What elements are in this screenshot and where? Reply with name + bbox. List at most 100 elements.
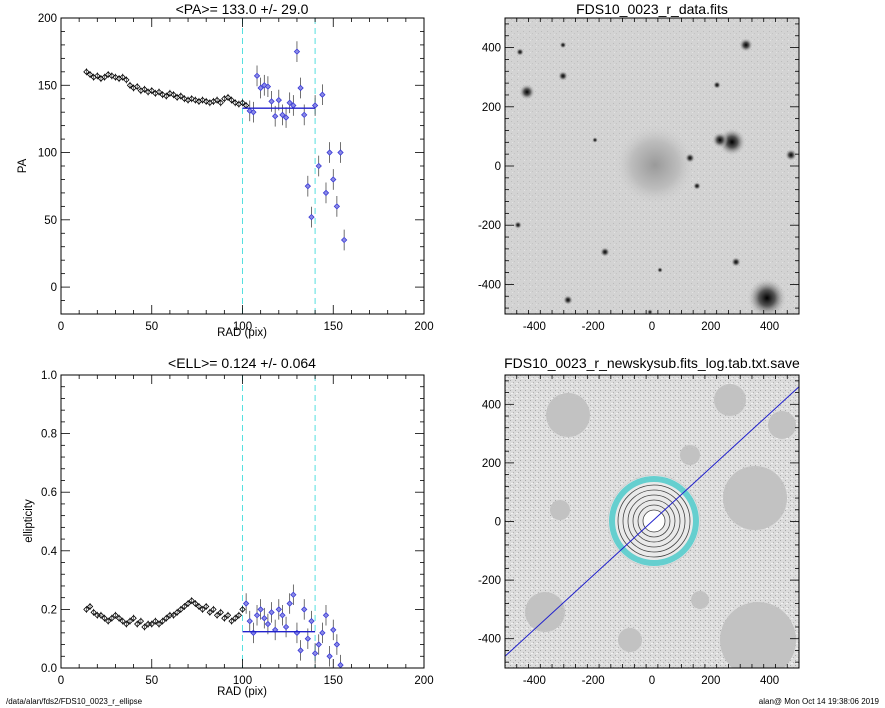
pa-point bbox=[272, 113, 279, 120]
pa-xtick-label: 100 bbox=[233, 321, 252, 333]
ell-point bbox=[290, 591, 297, 598]
pa-point bbox=[105, 71, 112, 78]
pa-point bbox=[232, 99, 239, 106]
pa-point bbox=[166, 90, 174, 97]
ell-point bbox=[206, 609, 213, 616]
ell-point bbox=[105, 617, 112, 625]
ell-xtick-label: 100 bbox=[233, 675, 252, 687]
pa-xtick-label: 150 bbox=[324, 321, 343, 333]
img2-xtick-label: 0 bbox=[649, 675, 655, 687]
pa-point bbox=[159, 91, 166, 98]
ell-point bbox=[101, 615, 108, 622]
ell-point bbox=[97, 612, 105, 619]
ell-xtick-label: 50 bbox=[145, 675, 158, 687]
pa-point bbox=[286, 99, 293, 106]
ell-point bbox=[90, 609, 97, 616]
img1-ytick-label: -400 bbox=[478, 279, 501, 291]
ell-point bbox=[326, 653, 333, 660]
ell-point bbox=[268, 609, 275, 616]
pa-point bbox=[108, 72, 115, 80]
pa-point bbox=[217, 99, 224, 106]
pa-panel-title: <PA>= 133.0 +/- 29.0 bbox=[176, 1, 309, 17]
img1-ytick-label: 200 bbox=[482, 102, 501, 114]
footer-timestamp: alan@ Mon Oct 14 19:38:06 2019 bbox=[758, 697, 879, 706]
pa-xtick-label: 50 bbox=[145, 321, 158, 333]
pa-ytick-label: 50 bbox=[44, 215, 57, 227]
pa-point bbox=[199, 96, 206, 104]
ell-point bbox=[115, 615, 123, 622]
ell-panel-title: <ELL>= 0.124 +/- 0.064 bbox=[168, 355, 316, 371]
pa-point bbox=[330, 176, 337, 183]
ell-ytick-label: 0.2 bbox=[41, 604, 57, 616]
pa-point bbox=[148, 87, 155, 94]
ell-point bbox=[319, 629, 326, 637]
ell-point bbox=[213, 612, 221, 619]
ell-point bbox=[221, 615, 228, 622]
img2-xtick-label: -400 bbox=[523, 675, 546, 687]
pa-point bbox=[257, 84, 264, 92]
model-image-title: FDS10_0023_r_newskysub.fits_log.tab.txt.… bbox=[504, 355, 800, 371]
ell-ytick-label: 0.4 bbox=[41, 546, 58, 558]
img1-xtick-label: 0 bbox=[649, 321, 655, 333]
pa-point bbox=[293, 48, 301, 55]
ell-ytick-label: 0.0 bbox=[41, 663, 57, 675]
img1-plot: -400 -200 0 200 400 -400 -200 0 200 400 bbox=[478, 17, 800, 333]
pa-point bbox=[264, 83, 272, 90]
ell-point bbox=[286, 600, 293, 607]
ell-point bbox=[261, 615, 268, 622]
ell-point bbox=[126, 617, 134, 625]
pa-ylabel: PA bbox=[17, 158, 29, 173]
pa-point bbox=[311, 102, 319, 109]
pa-point bbox=[326, 149, 333, 156]
ell-point bbox=[232, 615, 239, 622]
ell-point bbox=[130, 615, 137, 622]
ell-point bbox=[137, 617, 145, 625]
pa-ytick-label: 0 bbox=[51, 282, 57, 294]
pa-point bbox=[268, 98, 275, 105]
ell-point bbox=[297, 647, 304, 654]
img2-ytick-label: -200 bbox=[478, 575, 501, 587]
ell-xtick-label: 150 bbox=[324, 675, 343, 687]
img2-plot: -400 -200 0 200 400 -400 -200 0 200 400 bbox=[478, 374, 800, 687]
pa-point bbox=[282, 114, 290, 121]
pa-ytick-label: 200 bbox=[38, 13, 57, 25]
pa-point bbox=[155, 88, 163, 96]
ell-point bbox=[239, 606, 246, 613]
ell-point bbox=[134, 620, 141, 628]
img2-ytick-label: 400 bbox=[482, 399, 501, 411]
ell-point bbox=[163, 615, 170, 622]
ell-point bbox=[315, 641, 322, 648]
pa-point bbox=[123, 76, 130, 84]
ell-point bbox=[246, 617, 253, 625]
pa-point bbox=[213, 96, 221, 104]
pa-point bbox=[112, 74, 119, 81]
pa-point bbox=[177, 92, 184, 100]
pa-point bbox=[192, 96, 199, 104]
ell-point bbox=[333, 641, 341, 648]
pa-point bbox=[126, 82, 134, 89]
ell-xtick-label: 0 bbox=[58, 675, 64, 687]
data-image bbox=[505, 18, 799, 314]
ell-point bbox=[304, 635, 312, 642]
ell-point bbox=[192, 600, 199, 607]
ell-xlabel: RAD (pix) bbox=[217, 686, 267, 698]
ell-ytick-label: 0.6 bbox=[41, 487, 57, 499]
ell-point bbox=[177, 606, 184, 613]
img2-xtick-label: 400 bbox=[760, 675, 779, 687]
ell-ytick-label: 0.8 bbox=[41, 429, 57, 441]
ell-point bbox=[337, 661, 344, 669]
pa-point bbox=[319, 91, 326, 98]
ell-point bbox=[86, 603, 94, 610]
ell-point bbox=[141, 623, 148, 631]
ell-ylabel: ellipticity bbox=[23, 499, 35, 543]
pa-point bbox=[275, 96, 282, 104]
ell-point bbox=[108, 615, 115, 622]
pa-point bbox=[315, 162, 322, 170]
img1-xtick-label: 200 bbox=[701, 321, 720, 333]
img2-ytick-label: 0 bbox=[495, 517, 501, 529]
ell-point bbox=[282, 623, 290, 631]
ell-point bbox=[159, 617, 166, 625]
pa-point bbox=[308, 213, 315, 221]
pa-point bbox=[134, 83, 141, 90]
pa-point bbox=[101, 74, 108, 81]
